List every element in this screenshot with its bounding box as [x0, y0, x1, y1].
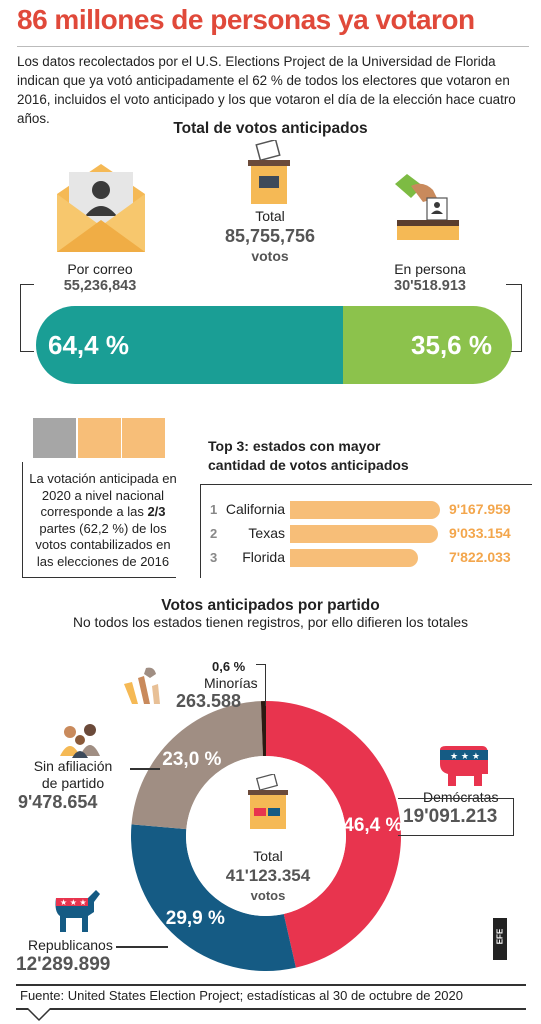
- donut-hole: [186, 756, 346, 916]
- independent-value: 9'478.654: [18, 792, 98, 812]
- mail-percent-label: 64,4 %: [48, 329, 129, 360]
- person-percent-segment: 35,6 %: [342, 306, 512, 384]
- slice-minorities: [260, 701, 266, 757]
- top3-rank: 3: [210, 550, 218, 565]
- top3-rank: 1: [210, 502, 218, 517]
- republicans-label: Republicanos: [28, 937, 113, 953]
- mail-label: Por correo: [67, 261, 133, 277]
- comparison-text-after: partes (62,2 %) de los votos contabiliza…: [35, 520, 171, 569]
- independent-leader-line: [130, 768, 160, 770]
- top3-rank: 2: [210, 526, 218, 541]
- footer-pointer-icon: [26, 1008, 52, 1022]
- slice-democrats-percent: 46,4 %: [343, 815, 402, 836]
- in-person-vote-icon: [395, 174, 459, 240]
- democrats-value: 19'091.213: [403, 806, 498, 827]
- footer-rule: [16, 984, 526, 986]
- intro-text: Los datos recolectados por el U.S. Elect…: [17, 54, 516, 126]
- center-ballot-box-icon: [248, 774, 288, 829]
- republicans-value: 12'289.899: [16, 954, 111, 975]
- top3-value-label: 9'167.959: [449, 501, 511, 517]
- top3-bar: [290, 525, 438, 543]
- slice-republicans: [131, 824, 296, 971]
- slice-democrats: [266, 701, 402, 968]
- party-total-value: 41'123.354: [225, 866, 311, 885]
- svg-text:★ ★ ★: ★ ★ ★: [60, 898, 87, 907]
- comparison-bracket: [22, 462, 176, 578]
- independent-label: Sin afiliación de partido: [18, 758, 128, 792]
- top3-title-line1: Top 3: estados con mayor: [208, 438, 381, 454]
- person-bracket: [506, 284, 522, 352]
- party-donut-chart: 46,4 % 29,9 % 23,0 %: [131, 701, 403, 971]
- minorities-leader-line: [256, 664, 266, 706]
- independent-label-line2: de partido: [41, 775, 105, 791]
- party-total-unit: votos: [250, 888, 286, 903]
- total-value: 85,755,756: [224, 226, 316, 246]
- democrats-bracket: [398, 798, 514, 836]
- person-value: 30'518.913: [394, 278, 466, 294]
- party-total-label: Total: [253, 848, 283, 864]
- comparison-text: La votación anticipada en 2020 a nivel n…: [28, 471, 178, 570]
- third-square-orange-2: [122, 418, 165, 458]
- top3-bar: [290, 549, 418, 567]
- party-subtitle: No todos los estados tienen registros, p…: [73, 615, 468, 630]
- comparison-text-before: La votación anticipada en 2020 a nivel n…: [29, 471, 177, 519]
- efe-credit-badge: EFE: [493, 918, 507, 960]
- title-divider: [17, 46, 529, 47]
- top3-state-label: Texas: [248, 525, 285, 541]
- comparison-fraction: 2/3: [147, 504, 166, 519]
- footer-source: Fuente: United States Election Project; …: [20, 988, 463, 1003]
- top3-value-label: 9'033.154: [449, 525, 511, 541]
- efe-credit-text: EFE: [495, 928, 505, 945]
- ballot-box-icon: [248, 140, 290, 204]
- democrat-elephant-icon: ★ ★ ★: [440, 746, 488, 786]
- slice-republicans-percent: 29,9 %: [166, 908, 225, 929]
- top3-title: Top 3: estados con mayor cantidad de vot…: [208, 437, 409, 475]
- party-title: Votos anticipados por partido: [161, 597, 380, 614]
- footer-bottom-rule: [16, 1008, 526, 1010]
- slice-independent-percent: 23,0 %: [162, 749, 221, 770]
- mail-vs-person-bar: 64,4 % 35,6 %: [36, 306, 512, 384]
- top3-bracket: [200, 484, 532, 578]
- advance-votes-title: Total de votos anticipados: [173, 120, 368, 137]
- total-unit: votos: [251, 248, 289, 264]
- top3-title-line2: cantidad de votos anticipados: [208, 457, 409, 473]
- independent-label-line1: Sin afiliación: [33, 758, 113, 774]
- mail-bracket: [20, 284, 34, 352]
- top3-state-label: Florida: [242, 549, 285, 565]
- total-label: Total: [255, 208, 285, 224]
- slice-independent: [131, 701, 263, 830]
- top3-bar: [290, 501, 440, 519]
- page-title: 86 millones de personas ya votaron: [17, 4, 475, 35]
- third-square-gray: [33, 418, 76, 458]
- minorities-percent: 0,6 %: [212, 659, 246, 674]
- top3-value-label: 7'822.033: [449, 549, 511, 565]
- mail-envelope-icon: [57, 164, 145, 252]
- third-square-orange-1: [78, 418, 121, 458]
- mail-value: 55,236,843: [63, 278, 137, 294]
- minorities-value: 263.588: [176, 691, 242, 711]
- person-label: En persona: [394, 261, 466, 277]
- republican-donkey-icon: ★ ★ ★: [55, 890, 100, 932]
- svg-text:★ ★ ★: ★ ★ ★: [450, 752, 480, 762]
- minorities-label: Minorías: [204, 675, 258, 691]
- republicans-leader-line: [116, 946, 168, 948]
- person-percent-label: 35,6 %: [411, 329, 492, 360]
- independent-people-icon: [60, 724, 100, 758]
- democrats-label: Demócratas: [423, 789, 499, 805]
- minorities-hands-icon: [124, 667, 160, 704]
- top3-state-label: California: [225, 501, 285, 517]
- mail-percent-segment: 64,4 %: [36, 306, 343, 384]
